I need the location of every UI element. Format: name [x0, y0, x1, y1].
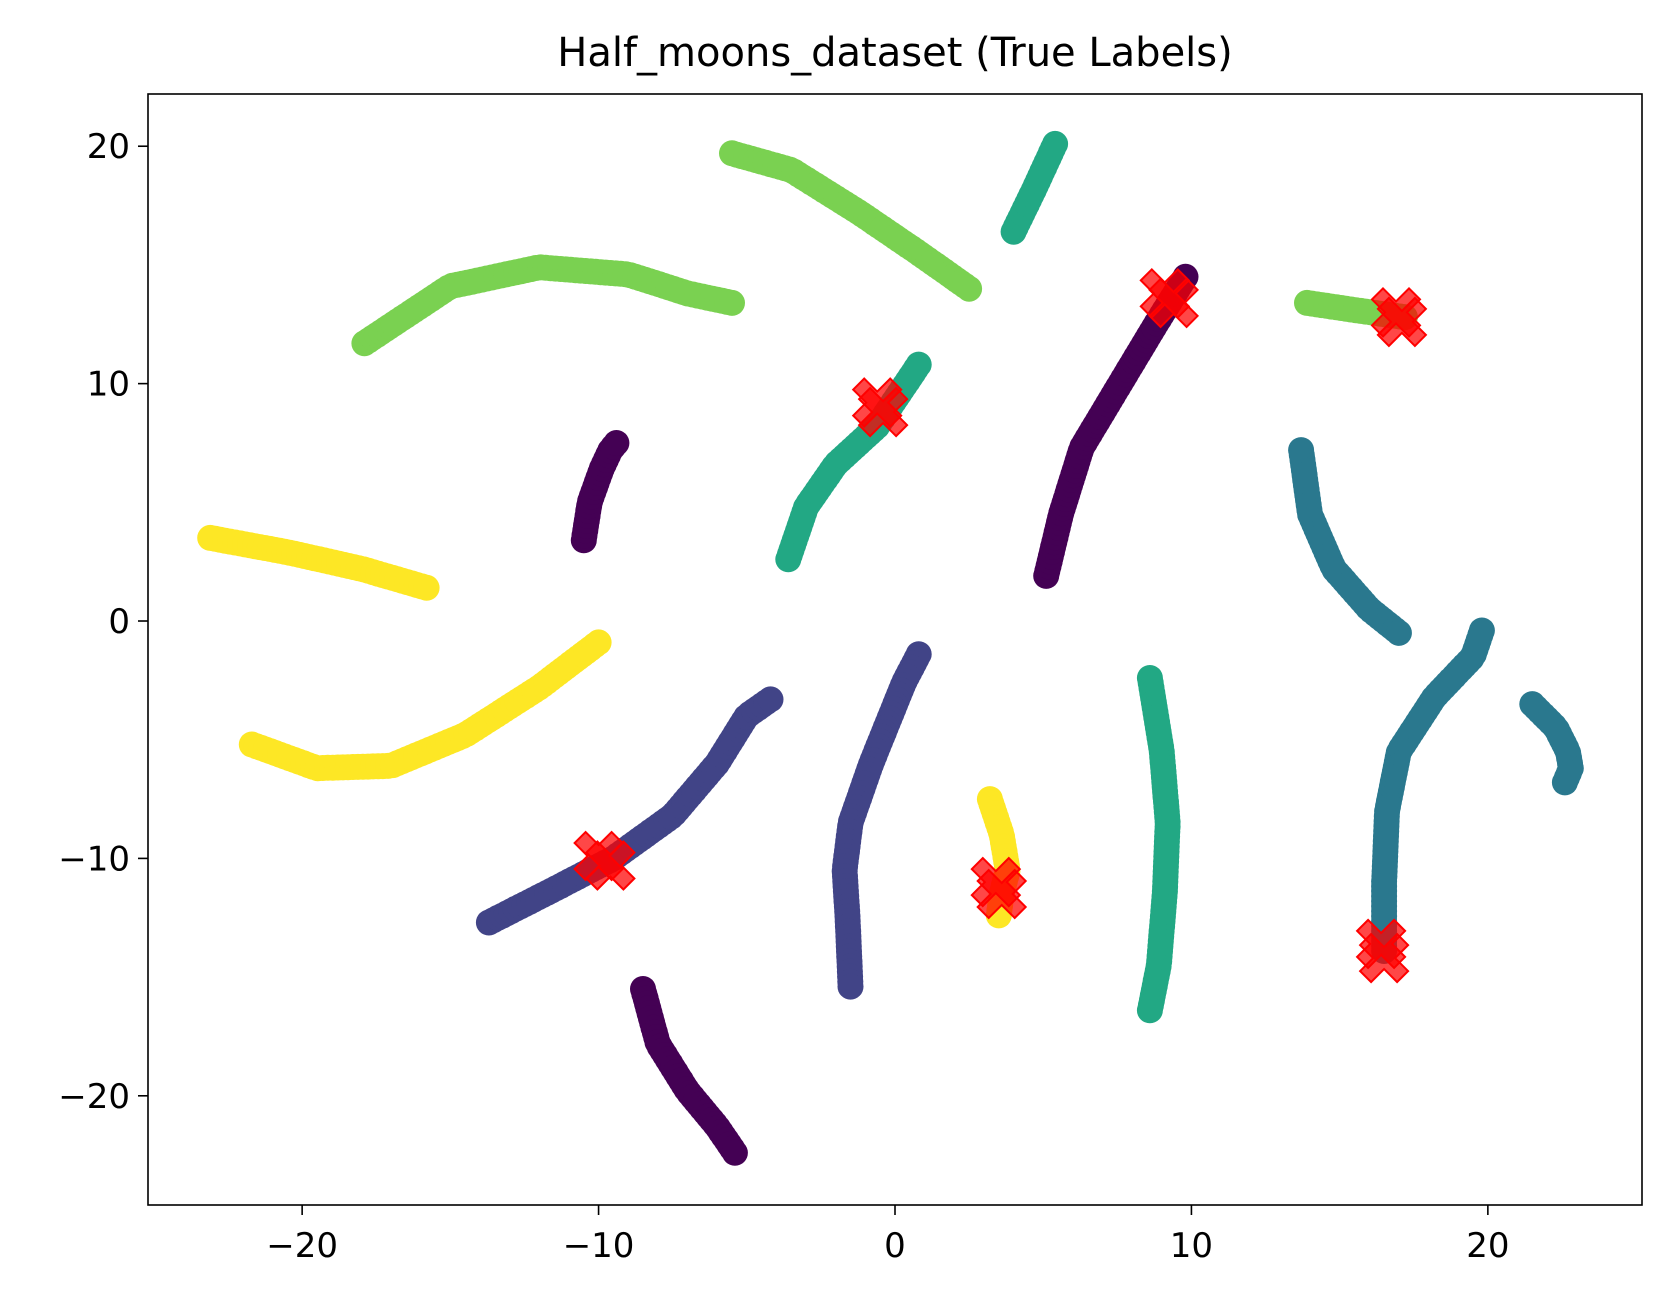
y-tick-label: −10 [58, 839, 130, 879]
data-point-cluster-5-curve-1 [585, 629, 612, 656]
data-point-cluster-3-curve-0 [905, 351, 932, 378]
y-tick-label: −20 [58, 1077, 130, 1117]
data-point-cluster-4-curve-1 [719, 289, 745, 316]
data-point-cluster-3-curve-2 [1136, 997, 1163, 1024]
data-point-cluster-4-curve-0 [956, 275, 983, 302]
y-tick-label: 20 [87, 127, 130, 167]
chart-title: Half_moons_dataset (True Labels) [557, 30, 1232, 76]
data-point-cluster-2-curve-2 [1551, 769, 1578, 796]
x-tick-label: −10 [563, 1226, 635, 1266]
data-point-cluster-0-curve-0 [603, 430, 630, 456]
plot-area [197, 130, 1584, 1166]
data-point-cluster-1-curve-1 [837, 973, 864, 1000]
x-tick-label: 10 [1170, 1226, 1213, 1266]
data-point-cluster-3-curve-1 [1042, 130, 1069, 157]
centroid-marker [1148, 277, 1200, 329]
y-tick-label: 0 [108, 602, 130, 642]
data-point-cluster-0-curve-2 [721, 1139, 748, 1166]
centroid-marker [1376, 296, 1428, 348]
y-tick-label: 10 [87, 365, 130, 405]
x-tick-label: 0 [884, 1226, 906, 1266]
centroid-marker [857, 386, 909, 438]
data-point-cluster-2-curve-1 [1468, 617, 1495, 644]
centroid-marker [1358, 932, 1410, 984]
centroid-marker [584, 840, 636, 891]
data-point-cluster-1-curve-0 [757, 686, 784, 713]
data-point-cluster-5-curve-0 [413, 574, 440, 601]
x-tick-label: −20 [266, 1226, 338, 1266]
centroid-marker [976, 868, 1028, 920]
x-tick-label: 20 [1466, 1226, 1509, 1266]
plot-frame [147, 93, 1643, 1206]
axes: −20 −10 0 10 20 −20 −10 0 10 20 [58, 127, 1509, 1266]
data-point-cluster-2-curve-0 [1385, 619, 1412, 646]
